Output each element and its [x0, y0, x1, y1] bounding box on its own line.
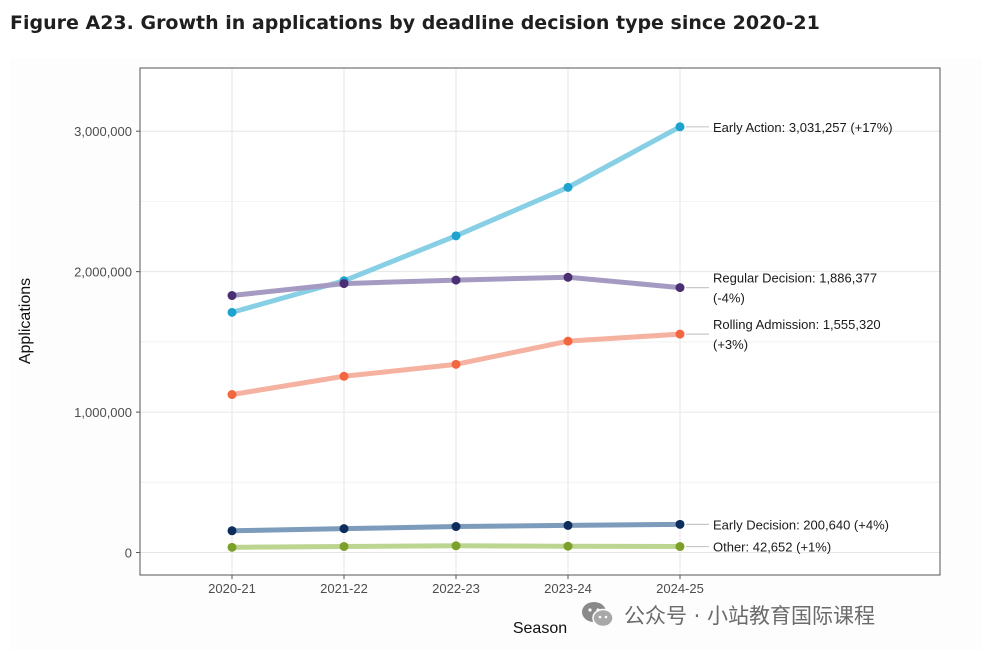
data-point-early-action: [227, 307, 237, 317]
end-label-early-action: Early Action: 3,031,257 (+17%): [713, 120, 893, 135]
data-point-other: [227, 542, 237, 552]
data-point-regular-decision: [227, 291, 237, 301]
data-point-early-action: [675, 122, 685, 132]
data-point-early-decision: [451, 522, 461, 532]
x-axis-ticks: 2020-21 2021-22 2022-23 2023-24 2024-25: [208, 575, 704, 596]
end-label-rolling-admission: Rolling Admission: 1,555,320 (+3%): [713, 317, 881, 352]
x-tick-label: 2021-22: [320, 581, 368, 596]
x-tick-label: 2024-25: [656, 581, 704, 596]
y-tick-label: 1,000,000: [74, 405, 132, 420]
data-point-rolling-admission: [563, 336, 573, 346]
data-point-early-decision: [339, 524, 349, 534]
y-axis-title: Applications: [17, 278, 34, 364]
data-point-other: [451, 541, 461, 551]
data-point-early-decision: [675, 519, 685, 529]
data-point-rolling-admission: [675, 329, 685, 339]
series-points: [227, 122, 685, 552]
x-tick-label: 2023-24: [544, 581, 592, 596]
label-connectors: [686, 126, 709, 548]
figure-title: Figure A23. Growth in applications by de…: [10, 12, 820, 34]
data-point-rolling-admission: [451, 359, 461, 369]
watermark-text: 公众号 · 小站教育国际课程: [624, 604, 876, 628]
data-point-early-decision: [563, 520, 573, 530]
y-tick-label: 2,000,000: [74, 265, 132, 280]
data-point-other: [339, 541, 349, 551]
x-tick-label: 2020-21: [208, 581, 256, 596]
data-point-regular-decision: [563, 272, 573, 282]
data-point-early-decision: [227, 526, 237, 536]
y-tick-label: 0: [125, 546, 132, 561]
data-point-regular-decision: [675, 283, 685, 293]
watermark: 公众号 · 小站教育国际课程: [580, 600, 875, 630]
data-point-other: [563, 541, 573, 551]
series-end-labels: Early Action: 3,031,257 (+17%) Regular De…: [713, 120, 893, 555]
data-point-early-action: [451, 231, 461, 241]
data-point-other: [675, 542, 685, 552]
data-point-early-action: [563, 182, 573, 192]
end-label-regular-decision: Regular Decision: 1,886,377 (-4%): [713, 271, 877, 306]
x-tick-label: 2022-23: [432, 581, 480, 596]
end-label-early-decision: Early Decision: 200,640 (+4%): [713, 517, 889, 532]
end-label-other: Other: 42,652 (+1%): [713, 540, 831, 555]
plot-area: [140, 68, 940, 575]
major-gridlines: [140, 68, 940, 575]
data-point-regular-decision: [451, 275, 461, 285]
data-point-rolling-admission: [227, 390, 237, 400]
data-point-rolling-admission: [339, 371, 349, 381]
y-tick-label: 3,000,000: [74, 124, 132, 139]
y-axis-ticks: 0 1,000,000 2,000,000 3,000,000: [74, 124, 140, 561]
data-point-regular-decision: [339, 279, 349, 289]
x-axis-title: Season: [513, 620, 567, 637]
plot-border: [139, 67, 941, 576]
wechat-icon: [582, 602, 614, 628]
